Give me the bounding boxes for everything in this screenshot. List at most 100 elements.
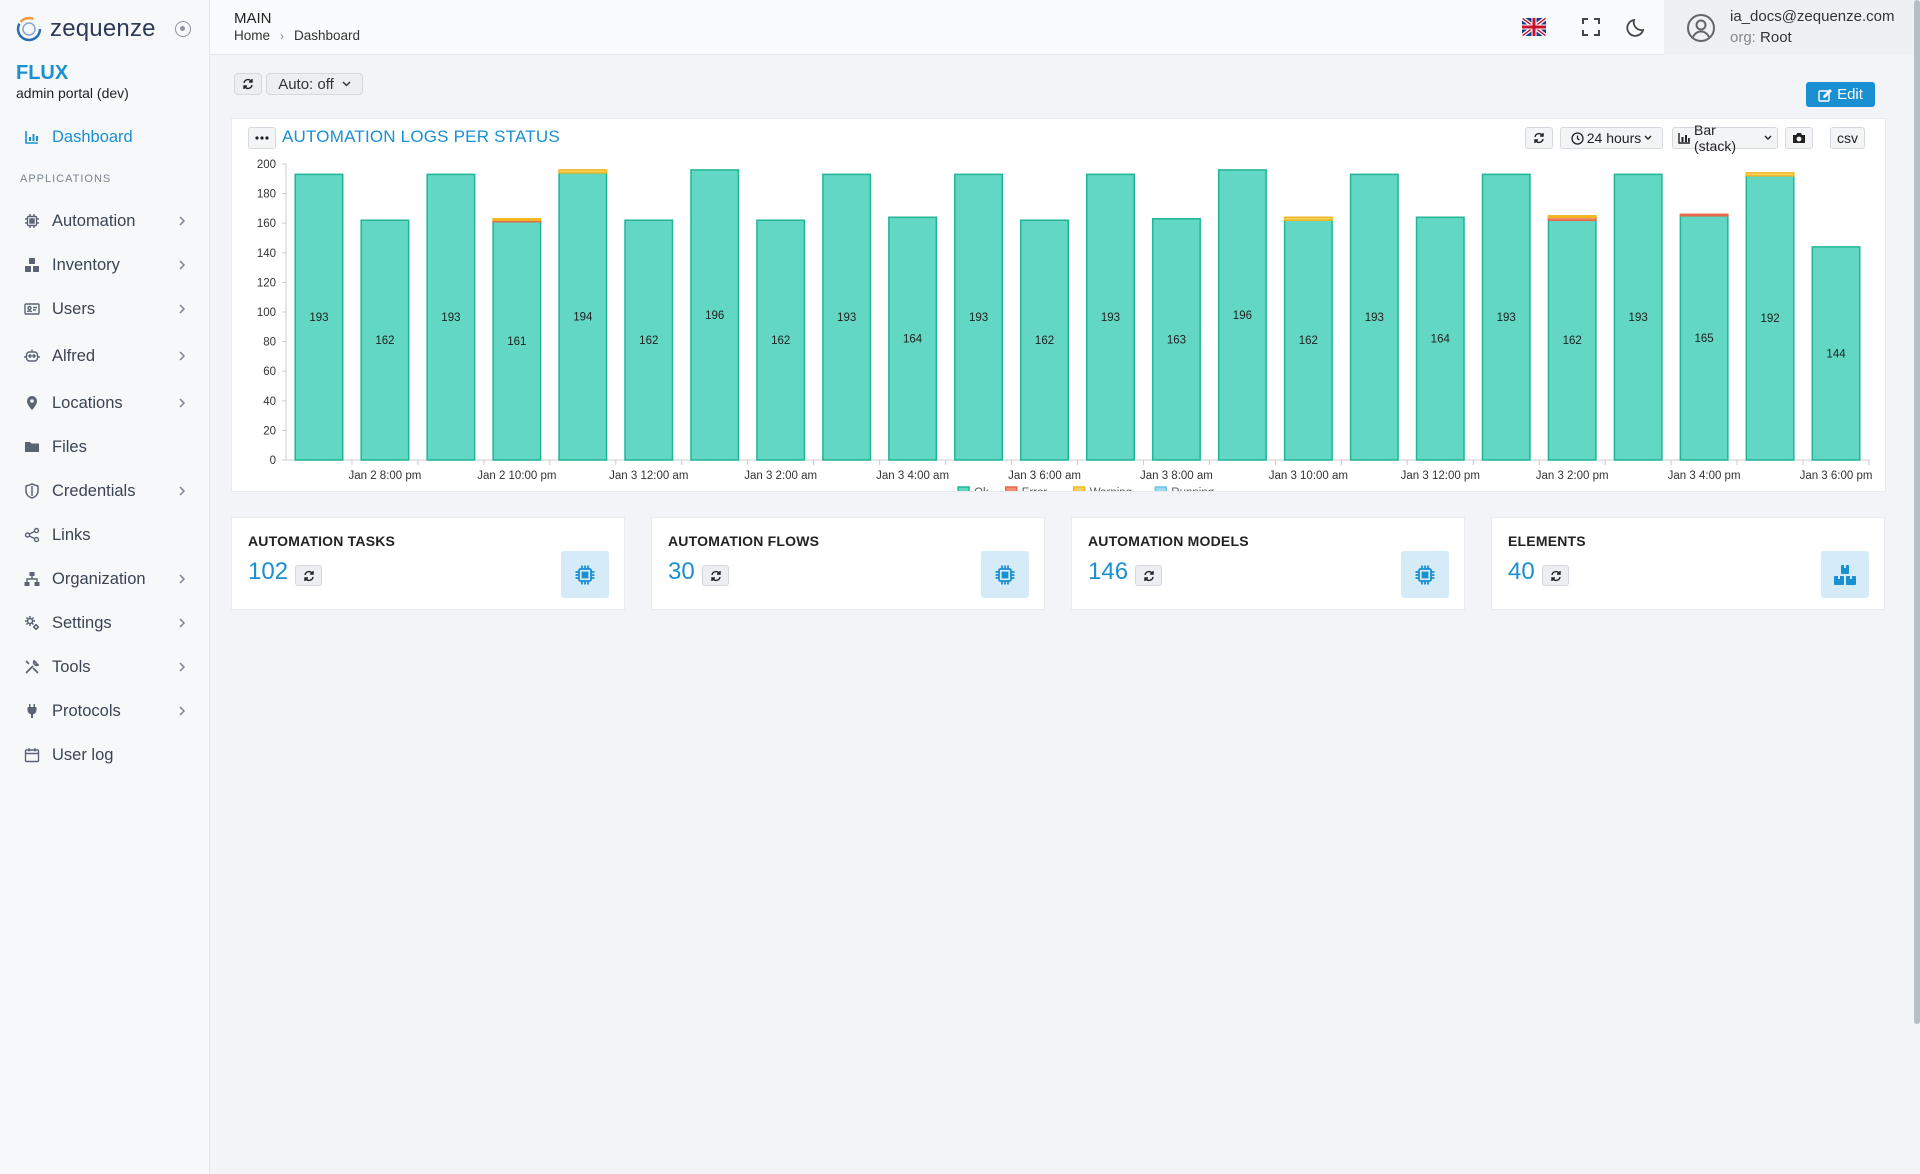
y-tick-label: 120 bbox=[257, 277, 276, 289]
stat-card-refresh-button[interactable] bbox=[702, 565, 729, 586]
edit-dashboard-button[interactable]: Edit bbox=[1806, 82, 1875, 107]
bar-warning bbox=[1745, 172, 1795, 177]
stat-card-value[interactable]: 40 bbox=[1508, 558, 1535, 585]
chart-refresh-button[interactable] bbox=[1525, 127, 1553, 149]
stat-card-refresh-button[interactable] bbox=[1135, 565, 1162, 586]
refresh-icon bbox=[1143, 570, 1155, 582]
fullscreen-icon[interactable] bbox=[1580, 16, 1602, 38]
bar-ok bbox=[888, 216, 938, 461]
folder-icon bbox=[24, 439, 40, 455]
bar-data-label: 162 bbox=[639, 335, 658, 347]
sidebar-item-locations[interactable]: Locations bbox=[0, 386, 210, 420]
chart-options-button[interactable] bbox=[248, 127, 276, 149]
sidebar-item-users[interactable]: Users bbox=[0, 292, 210, 326]
y-tick-label: 140 bbox=[257, 248, 276, 260]
bar-warning bbox=[1283, 216, 1333, 221]
user-org: org: Root bbox=[1730, 29, 1792, 46]
x-tick-label: Jan 2 8:00 pm bbox=[348, 470, 421, 482]
refresh-dashboard-button[interactable] bbox=[234, 73, 262, 95]
sidebar-item-label: Locations bbox=[52, 393, 123, 412]
zequenze-logo-icon bbox=[14, 14, 44, 44]
app-name: FLUX bbox=[16, 62, 69, 84]
bar-data-label: 193 bbox=[837, 312, 856, 324]
stat-card-refresh-button[interactable] bbox=[295, 565, 322, 586]
sidebar-item-automation[interactable]: Automation bbox=[0, 204, 210, 238]
bar-ok bbox=[492, 220, 542, 461]
export-csv-button[interactable]: csv bbox=[1830, 127, 1865, 149]
y-tick-label: 200 bbox=[257, 159, 276, 171]
stat-card-automation-flows: AUTOMATION FLOWS 30 bbox=[651, 517, 1045, 610]
stat-card-elements: ELEMENTS 40 bbox=[1491, 517, 1885, 610]
bar-data-label: 193 bbox=[1629, 312, 1648, 324]
chart-bar-icon bbox=[24, 129, 40, 145]
chart-type-dropdown[interactable]: Bar (stack) bbox=[1672, 122, 1778, 154]
sidebar-item-alfred[interactable]: Alfred bbox=[0, 339, 210, 373]
sidebar-item-organization[interactable]: Organization bbox=[0, 562, 210, 596]
bar-ok bbox=[1613, 173, 1663, 461]
language-flag-icon[interactable] bbox=[1522, 18, 1546, 36]
bar-data-label: 163 bbox=[1167, 334, 1186, 346]
y-tick-label: 80 bbox=[263, 337, 276, 349]
sidebar-item-label: Automation bbox=[52, 211, 136, 230]
chart-plot: 0 20 40 60 80 100 120 140 160 180 200 193 162 193 161 1… bbox=[257, 159, 1873, 491]
chip-icon bbox=[1401, 551, 1449, 598]
sidebar-item-user-log[interactable]: User log bbox=[0, 738, 210, 772]
stat-card-value[interactable]: 146 bbox=[1088, 558, 1129, 585]
bar-ok bbox=[1415, 216, 1465, 461]
sidebar-item-credentials[interactable]: Credentials bbox=[0, 474, 210, 508]
x-tick-label: Jan 3 6:00 pm bbox=[1800, 470, 1873, 482]
refresh-icon bbox=[303, 570, 315, 582]
chart-screenshot-button[interactable] bbox=[1785, 127, 1813, 149]
breadcrumb-home[interactable]: Home bbox=[234, 28, 271, 43]
bar-ok bbox=[360, 219, 410, 461]
user-menu[interactable]: ia_docs@zequenze.com org: Root bbox=[1664, 0, 1920, 55]
top-header: MAIN Home › Dashboard ia_docs@zequenze.c… bbox=[210, 0, 1920, 55]
page-scrollbar-thumb[interactable] bbox=[1914, 0, 1920, 1024]
stat-card-value[interactable]: 30 bbox=[668, 558, 695, 585]
time-range-label: 24 hours bbox=[1586, 130, 1642, 146]
edit-label: Edit bbox=[1837, 86, 1863, 103]
bar-ok bbox=[822, 173, 872, 461]
sidebar-item-links[interactable]: Links bbox=[0, 518, 210, 552]
sidebar-item-inventory[interactable]: Inventory bbox=[0, 248, 210, 282]
stat-card-value[interactable]: 102 bbox=[248, 558, 289, 585]
stat-card-automation-models: AUTOMATION MODELS 146 bbox=[1071, 517, 1465, 610]
bar-ok bbox=[1481, 173, 1531, 461]
user-avatar-icon bbox=[1686, 13, 1716, 43]
bar-data-label: 193 bbox=[1365, 312, 1384, 324]
sidebar-item-files[interactable]: Files bbox=[0, 430, 210, 464]
gears-icon bbox=[24, 615, 40, 631]
chip-icon bbox=[561, 551, 609, 598]
x-tick-label: Jan 3 8:00 am bbox=[1140, 470, 1213, 482]
chart-type-label: Bar (stack) bbox=[1694, 122, 1736, 154]
x-tick-label: Jan 3 2:00 pm bbox=[1536, 470, 1609, 482]
sidebar-item-label: Links bbox=[52, 525, 91, 544]
auto-refresh-dropdown[interactable]: Auto: off bbox=[266, 73, 363, 95]
legend-swatch-error bbox=[1004, 486, 1018, 491]
breadcrumb: Home › Dashboard bbox=[234, 28, 360, 43]
legend-label-running: Running bbox=[1171, 487, 1214, 491]
time-range-dropdown[interactable]: 24 hours bbox=[1560, 127, 1663, 149]
sidebar-item-dashboard[interactable]: Dashboard bbox=[0, 120, 210, 154]
page-section-title: MAIN bbox=[234, 10, 272, 27]
sidebar-item-protocols[interactable]: Protocols bbox=[0, 694, 210, 728]
bar-data-label: 162 bbox=[771, 335, 790, 347]
bar-ok bbox=[426, 173, 476, 461]
stat-card-refresh-button[interactable] bbox=[1542, 565, 1569, 586]
sidebar-item-label: Organization bbox=[52, 569, 146, 588]
y-tick-label: 160 bbox=[257, 218, 276, 230]
sidebar-item-tools[interactable]: Tools bbox=[0, 650, 210, 684]
sidebar-item-label: Inventory bbox=[52, 255, 120, 274]
bar-warning bbox=[558, 169, 608, 174]
sidebar-item-settings[interactable]: Settings bbox=[0, 606, 210, 640]
bar-data-label: 164 bbox=[903, 334, 923, 346]
plug-icon bbox=[24, 703, 40, 719]
bar-ok bbox=[1547, 219, 1597, 461]
stat-card-automation-tasks: AUTOMATION TASKS 102 bbox=[231, 517, 625, 610]
brand-logo[interactable]: zequenze bbox=[14, 14, 156, 44]
sidebar-item-label: User log bbox=[52, 745, 114, 764]
brand-name: zequenze bbox=[50, 15, 156, 42]
pin-sidebar-icon[interactable] bbox=[175, 21, 191, 37]
dark-mode-moon-icon[interactable] bbox=[1626, 16, 1648, 38]
boxes-icon bbox=[24, 257, 40, 273]
